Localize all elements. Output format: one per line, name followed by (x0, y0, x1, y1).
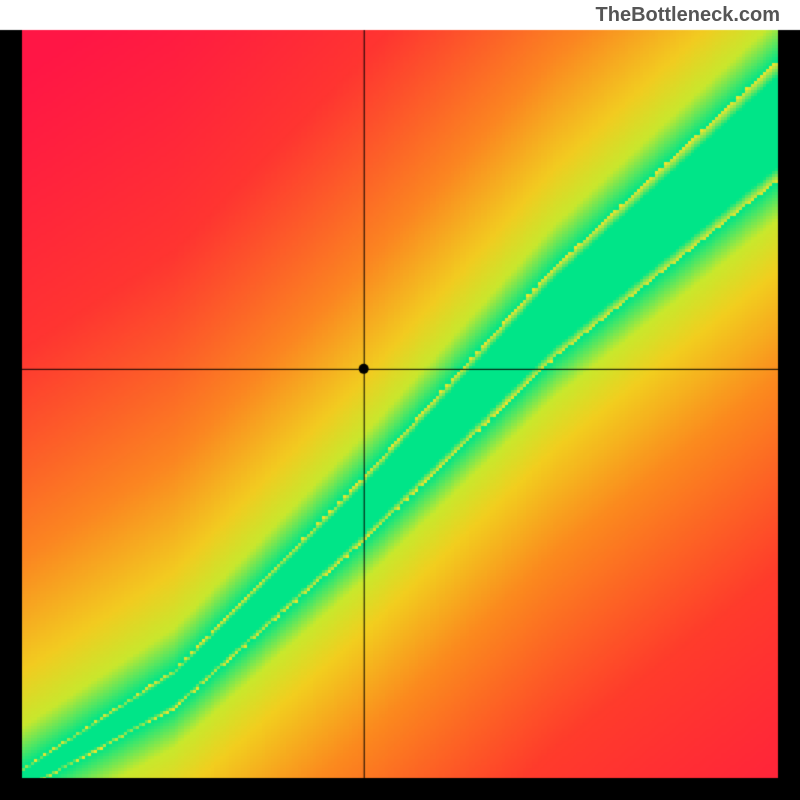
watermark-text: TheBottleneck.com (596, 4, 780, 27)
chart-container: TheBottleneck.com (0, 0, 800, 800)
heatmap-canvas (0, 0, 800, 800)
